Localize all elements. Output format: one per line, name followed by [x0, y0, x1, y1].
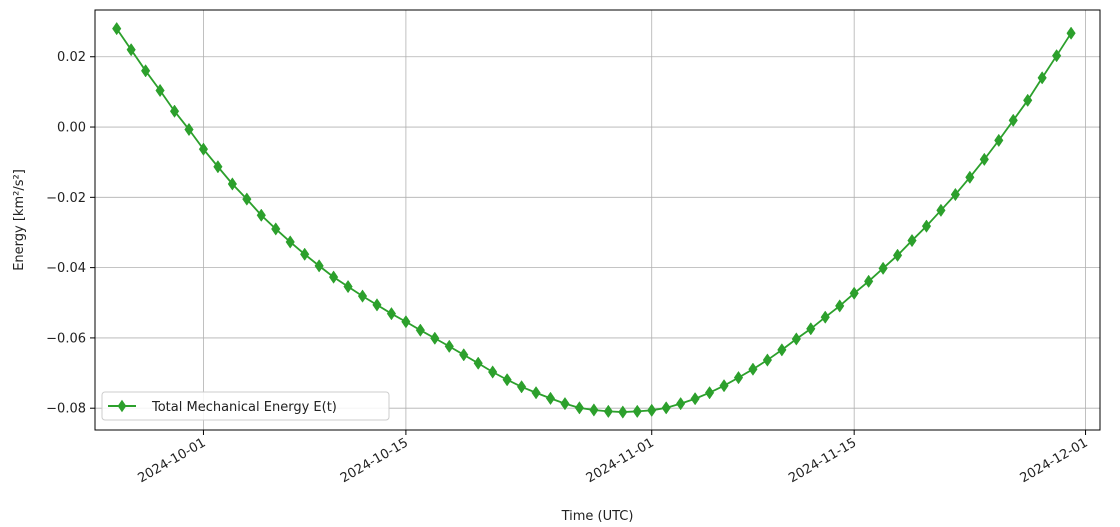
data-point-marker — [227, 177, 237, 191]
data-point-marker — [213, 160, 223, 174]
data-point-marker — [1008, 113, 1018, 127]
data-point-marker — [994, 133, 1004, 148]
data-point-marker — [864, 274, 874, 288]
data-point-marker — [198, 142, 209, 156]
data-point-marker — [242, 192, 252, 206]
data-point-marker — [343, 279, 353, 294]
data-point-marker — [1023, 93, 1033, 107]
data-point-marker — [502, 373, 512, 387]
data-point-marker — [806, 322, 816, 336]
data-point-marker — [141, 64, 151, 78]
legend-marker-swatch — [117, 399, 127, 413]
y-tick-label: −0.08 — [46, 402, 86, 417]
y-tick-label: −0.02 — [46, 191, 86, 206]
data-point-marker — [473, 356, 483, 370]
data-point-marker — [661, 401, 671, 415]
data-point-marker — [791, 332, 801, 346]
data-point-marker — [835, 299, 845, 313]
data-point-marker — [459, 348, 469, 362]
data-point-marker — [849, 286, 859, 300]
data-point-marker — [676, 397, 686, 411]
data-point-marker — [256, 208, 266, 222]
data-point-marker — [632, 404, 642, 419]
data-point-marker — [184, 122, 194, 137]
data-point-marker — [155, 83, 165, 98]
data-point-marker — [907, 233, 917, 248]
data-point-marker — [401, 315, 411, 329]
data-point-marker — [647, 403, 657, 417]
plot-area-frame — [94, 9, 1101, 431]
data-point-marker — [719, 379, 729, 393]
data-point-marker — [878, 261, 888, 275]
data-point-marker — [285, 235, 295, 249]
data-point-marker — [169, 104, 180, 118]
data-point-marker — [589, 403, 599, 417]
data-point-marker — [979, 152, 989, 167]
data-point-marker — [126, 43, 136, 57]
data-point-marker — [748, 362, 758, 376]
data-point-marker — [372, 298, 382, 312]
data-point-marker — [1052, 49, 1062, 63]
y-tick-label: −0.06 — [46, 331, 86, 346]
legend: Total Mechanical Energy E(t) — [101, 391, 390, 421]
data-point-marker — [112, 21, 122, 36]
data-point-marker — [574, 401, 585, 415]
y-tick-label: 0.00 — [57, 121, 86, 136]
data-point-marker — [357, 289, 368, 303]
data-point-marker — [444, 339, 454, 353]
data-point-marker — [704, 386, 715, 400]
data-point-marker — [386, 307, 397, 321]
data-point-marker — [430, 331, 440, 345]
data-point-marker — [1066, 26, 1076, 40]
y-tick-label: −0.04 — [46, 261, 86, 276]
series-layer — [112, 21, 1076, 419]
data-point-marker — [777, 343, 787, 357]
data-point-marker — [488, 365, 498, 379]
data-point-marker — [618, 405, 628, 419]
data-point-marker — [936, 203, 946, 217]
data-point-marker — [762, 353, 773, 367]
y-axis-title: Energy [km²/s²] — [12, 169, 27, 271]
data-point-marker — [300, 247, 310, 261]
data-point-marker — [516, 380, 527, 394]
legend-box — [101, 391, 390, 421]
data-point-marker — [690, 392, 700, 406]
data-point-marker — [328, 270, 339, 284]
x-axis-title: Time (UTC) — [561, 509, 634, 524]
data-point-marker — [603, 404, 613, 419]
y-tick-label: 0.02 — [57, 50, 86, 65]
data-point-marker — [271, 222, 281, 236]
data-point-marker — [545, 391, 556, 406]
data-point-marker — [314, 259, 324, 273]
data-point-marker — [892, 248, 903, 262]
data-point-marker — [921, 219, 932, 233]
data-point-marker — [820, 310, 830, 324]
legend-label: Total Mechanical Energy E(t) — [151, 400, 337, 415]
data-point-marker — [560, 397, 570, 411]
data-point-marker — [965, 170, 975, 184]
y-axis: 0.02 0.00 −0.02 −0.04 −0.06 −0.08 — [46, 50, 95, 417]
data-point-marker — [415, 323, 425, 337]
data-point-marker — [950, 187, 961, 202]
data-point-marker — [531, 386, 541, 400]
data-point-marker — [733, 370, 744, 385]
data-point-marker — [1037, 71, 1047, 85]
